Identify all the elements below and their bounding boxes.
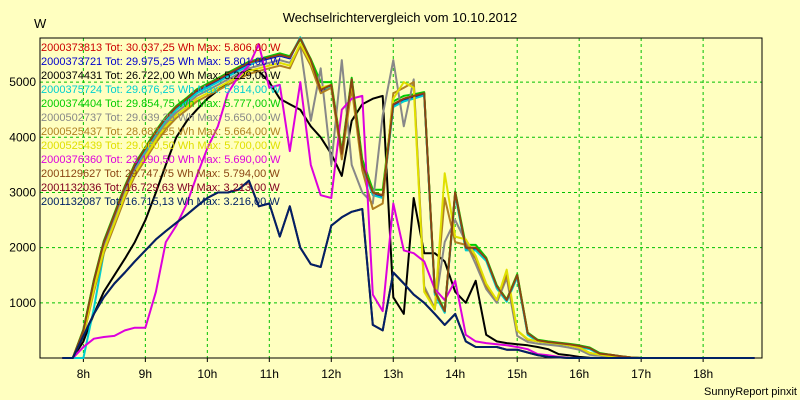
plot-area (39, 37, 763, 359)
x-tick-label: 10h (197, 367, 217, 381)
legend: 2000373813 Tot: 30.037,25 Wh Max: 5.806,… (41, 42, 281, 208)
x-tick-label: 17h (631, 367, 651, 381)
x-tick-label: 14h (445, 367, 465, 381)
x-axis: 8h 9h 10h 11h 12h 13h 14h 15h 16h 17h 18h (77, 358, 713, 381)
legend-entry-2000376360: 2000376360 Tot: 23.190,50 Wh Max: 5.690,… (41, 154, 281, 166)
x-tick-label: 12h (321, 367, 341, 381)
series-lines (62, 36, 755, 359)
x-tick-label: 18h (693, 367, 713, 381)
y-axis: 1000 2000 3000 4000 5000 (9, 75, 36, 310)
legend-entry-2000525439: 2000525439 Tot: 29.060,50 Wh Max: 5.700,… (41, 140, 281, 152)
legend-entry-2001129627: 2001129627 Tot: 29.747,75 Wh Max: 5.794,… (41, 168, 280, 180)
y-axis-label: W (34, 16, 47, 31)
legend-entry-2000373721: 2000373721 Tot: 29.975,25 Wh Max: 5.801,… (41, 56, 281, 68)
y-tick-label: 5000 (9, 75, 36, 89)
credit-text: SunnyReport pinxit (704, 386, 797, 398)
legend-entry-2000502737: 2000502737 Tot: 29.039,25 Wh Max: 5.650,… (41, 112, 281, 124)
x-tick-label: 13h (383, 367, 403, 381)
y-tick-label: 1000 (9, 296, 36, 310)
legend-entry-2000375724: 2000375724 Tot: 29.676,25 Wh Max: 5.814,… (41, 84, 281, 96)
chart-title: Wechselrichtervergleich vom 10.10.2012 (283, 10, 518, 25)
y-tick-label: 4000 (9, 130, 36, 144)
legend-entry-2000374431: 2000374431 Tot: 26.722,00 Wh Max: 5.229,… (41, 70, 281, 82)
x-tick-label: 9h (139, 367, 152, 381)
y-tick-label: 3000 (9, 185, 36, 199)
legend-entry-2000374404: 2000374404 Tot: 29.854,75 Wh Max: 5.777,… (41, 98, 281, 110)
x-tick-label: 16h (569, 367, 589, 381)
legend-entry-2001132036: 2001132036 Tot: 16.729,63 Wh Max: 3.213,… (41, 182, 280, 194)
x-tick-label: 11h (260, 367, 279, 381)
series-line-2001132087 (62, 179, 755, 359)
legend-entry-2000373813: 2000373813 Tot: 30.037,25 Wh Max: 5.806,… (41, 42, 281, 54)
legend-entry-2001132087: 2001132087 Tot: 16.715,13 Wh Max: 3.216,… (41, 196, 280, 208)
x-tick-label: 8h (77, 367, 90, 381)
legend-entry-2000525437: 2000525437 Tot: 28.683,25 Wh Max: 5.664,… (41, 126, 281, 138)
x-tick-label: 15h (507, 367, 527, 381)
y-tick-label: 2000 (9, 241, 36, 255)
